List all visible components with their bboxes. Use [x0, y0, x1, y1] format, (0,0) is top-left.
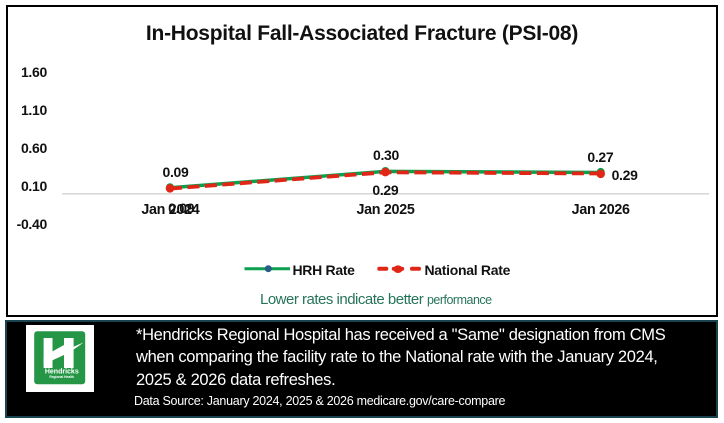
svg-text:Hendricks: Hendricks: [45, 369, 79, 376]
svg-text:Regional Health: Regional Health: [49, 375, 74, 379]
